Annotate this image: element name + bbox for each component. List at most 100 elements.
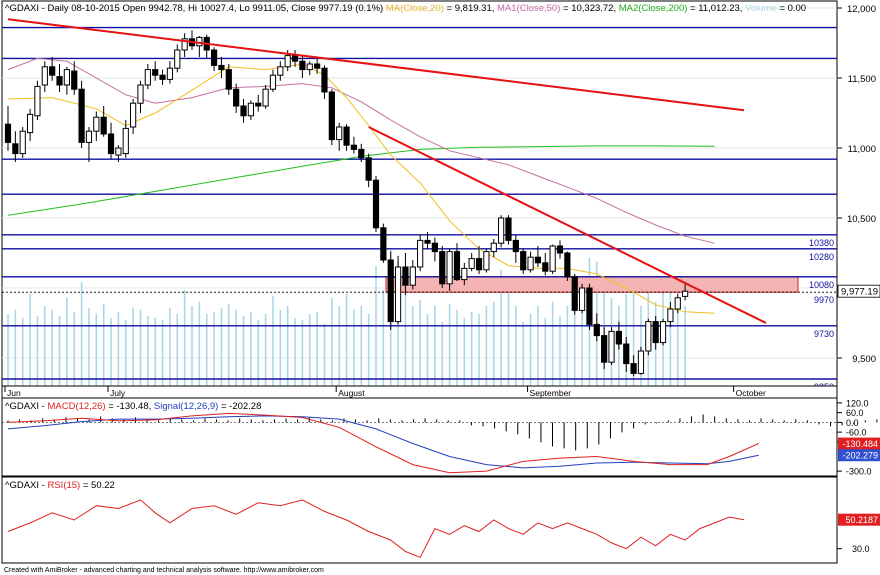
volume-bar — [73, 311, 76, 386]
macd-axis: 120.060.00.0-60.0-120.0-300.0-130.484-20… — [837, 398, 880, 477]
trend-line — [368, 126, 767, 324]
candle-body — [343, 126, 350, 146]
trend-lines — [7, 18, 767, 324]
candle-body — [166, 67, 174, 80]
volume-bar — [205, 313, 208, 386]
volume-bar — [434, 305, 436, 386]
candle-body — [93, 116, 100, 132]
last-price-marker: 9,977.19 — [837, 284, 880, 298]
volume-bar — [294, 317, 296, 386]
candle-body — [196, 36, 203, 47]
candle-body — [284, 55, 291, 68]
candle-body — [615, 330, 622, 345]
candle-body — [314, 63, 321, 69]
candle-body — [336, 126, 343, 141]
candle-body — [490, 242, 497, 253]
price-header: ^GDAXI - Daily 08-10-2015 Open 9942.78, … — [5, 3, 806, 14]
month-axis-frame — [1, 385, 838, 399]
volume-bar — [448, 303, 451, 386]
candle-body — [424, 239, 431, 244]
candlesticks — [4, 30, 689, 377]
price-tick-label: 9,500 — [852, 354, 876, 365]
candle-body — [85, 130, 93, 143]
candle-body — [380, 227, 387, 261]
volume-bar — [228, 303, 230, 386]
macd-line — [7, 412, 759, 474]
volume-bar — [14, 309, 17, 386]
volume-bar — [419, 299, 421, 386]
candle-body — [468, 258, 475, 269]
volume-bar — [640, 305, 642, 386]
volume-bar — [139, 309, 142, 386]
macd-tick-label: -60.0 — [846, 428, 867, 438]
rsi-pane[interactable]: 30.0 50.2187 ^GDAXI - RSI(15) = 50.22 — [1, 476, 880, 564]
volume-bar — [102, 303, 105, 386]
level-label: 9730 — [814, 329, 834, 339]
candle-body — [365, 157, 372, 181]
volume-bar — [566, 305, 569, 386]
volume-bar — [257, 319, 260, 386]
candle-body — [26, 113, 34, 134]
candle-body — [608, 330, 615, 363]
macd-header: ^GDAXI - MACD(12,26) = -130.48, Signal(1… — [5, 401, 261, 412]
volume-bar — [161, 319, 164, 386]
volume-bar — [176, 313, 179, 386]
price-pane[interactable]: 103801028010080997097309350 12,00011,500… — [1, 0, 880, 392]
candle-body — [571, 276, 578, 311]
macd-histogram — [7, 414, 878, 451]
rsi-value-badge — [838, 513, 880, 526]
candle-body — [453, 251, 461, 281]
candle-body — [56, 76, 63, 86]
volume-bar — [88, 307, 90, 386]
price-tick-label: 12,000 — [847, 4, 876, 15]
macd-pane[interactable]: 120.060.00.0-60.0-120.0-300.0-130.484-20… — [1, 397, 880, 477]
candle-body — [372, 179, 380, 229]
volume-bar — [147, 315, 149, 386]
last-price-box — [837, 284, 880, 298]
volume-bar — [463, 317, 466, 386]
candle-body — [659, 321, 667, 344]
candle-body — [247, 102, 254, 117]
candle-body — [152, 69, 159, 76]
candle-body — [446, 251, 453, 285]
volume-bar — [573, 273, 576, 386]
candle-body — [144, 69, 151, 86]
moving-averages — [7, 57, 715, 314]
volume-bar — [456, 309, 458, 386]
candle-body — [328, 91, 335, 141]
candle-body — [4, 123, 12, 143]
volume-bar — [323, 323, 326, 386]
volume-bar — [507, 289, 510, 386]
candle-body — [652, 321, 659, 344]
candle-body — [475, 258, 483, 271]
candle-body — [417, 239, 424, 268]
last-price-label: 9,977.19 — [841, 287, 878, 298]
candle-body — [107, 133, 115, 155]
candle-body — [527, 256, 534, 271]
candle-body — [174, 49, 181, 69]
rsi-tick-label: 30.0 — [852, 544, 870, 554]
macd-tick-label: 0.0 — [846, 418, 859, 428]
volume-bar — [250, 311, 252, 386]
candle-body — [262, 88, 269, 107]
volume-bar — [264, 313, 267, 386]
month-axis: Jun July August September October — [1, 385, 838, 399]
candle-body — [682, 290, 689, 297]
volume-bar — [95, 313, 98, 386]
macd-tick-label: 60.0 — [846, 408, 864, 418]
macd-lines — [7, 412, 759, 474]
candle-body — [41, 66, 48, 86]
volume-bar — [36, 315, 39, 386]
candle-body — [299, 60, 306, 71]
candle-body — [556, 245, 564, 254]
candle-body — [630, 363, 637, 374]
candle-body — [498, 217, 505, 244]
month-label: August — [338, 388, 365, 398]
volume-bar — [684, 305, 686, 386]
volume-bar — [492, 301, 495, 386]
macd-tick-label: 120.0 — [846, 398, 869, 408]
candle-body — [505, 217, 512, 241]
volume-bar — [301, 319, 304, 386]
candle-body — [394, 266, 402, 323]
volume-bar — [412, 305, 414, 386]
